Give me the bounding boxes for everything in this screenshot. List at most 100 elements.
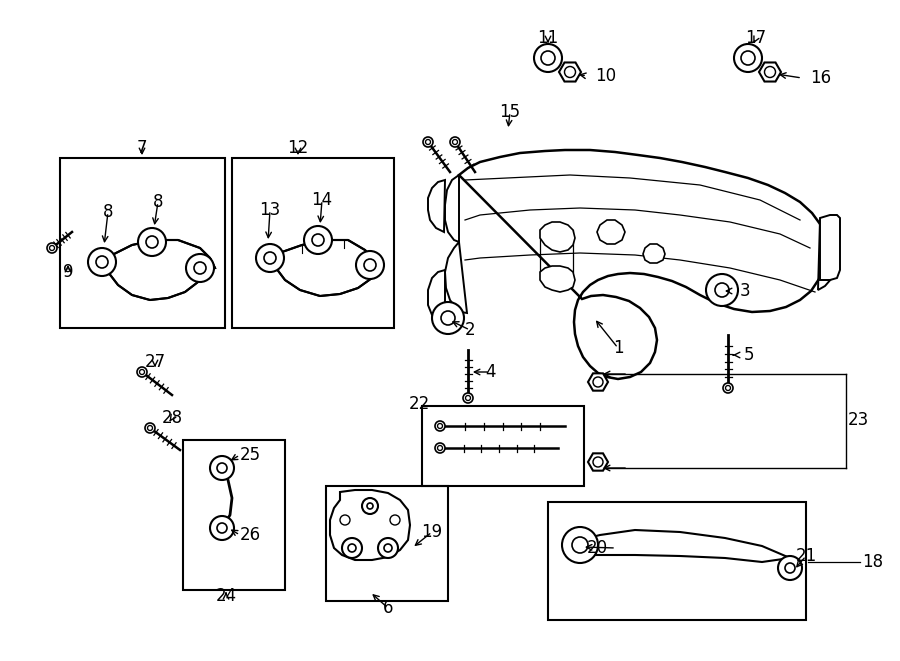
Circle shape [437, 446, 443, 451]
Polygon shape [428, 270, 445, 322]
Circle shape [435, 443, 445, 453]
Circle shape [706, 274, 738, 306]
Circle shape [593, 377, 603, 387]
Circle shape [367, 503, 373, 509]
Circle shape [572, 537, 588, 553]
Circle shape [541, 51, 555, 65]
Circle shape [138, 228, 166, 256]
Text: 8: 8 [103, 203, 113, 221]
Text: 9: 9 [63, 263, 73, 281]
Circle shape [723, 383, 733, 393]
Circle shape [148, 426, 152, 430]
Circle shape [725, 385, 731, 391]
Polygon shape [820, 215, 840, 280]
Polygon shape [445, 242, 467, 313]
Circle shape [362, 498, 378, 514]
Text: 7: 7 [137, 139, 148, 157]
Text: 23: 23 [848, 411, 869, 429]
Circle shape [432, 302, 464, 334]
Bar [422, 406, 584, 486]
Polygon shape [428, 180, 445, 232]
Bar [326, 486, 448, 601]
Circle shape [450, 137, 460, 147]
Text: 10: 10 [595, 67, 616, 85]
Circle shape [778, 556, 802, 580]
Circle shape [217, 523, 227, 533]
Text: 13: 13 [259, 201, 281, 219]
Text: 15: 15 [500, 103, 520, 121]
Text: 3: 3 [740, 282, 751, 300]
Polygon shape [459, 150, 826, 379]
Polygon shape [759, 63, 781, 81]
Text: 14: 14 [311, 191, 333, 209]
Circle shape [785, 563, 795, 573]
Text: 4: 4 [485, 363, 495, 381]
Circle shape [741, 51, 755, 65]
Circle shape [562, 527, 598, 563]
Circle shape [715, 283, 729, 297]
Polygon shape [643, 244, 665, 263]
Circle shape [47, 243, 57, 253]
Circle shape [453, 139, 457, 145]
Circle shape [435, 421, 445, 431]
Text: 24: 24 [215, 587, 237, 605]
Circle shape [593, 457, 603, 467]
Circle shape [210, 456, 234, 480]
Bar [548, 502, 806, 620]
Circle shape [463, 393, 473, 403]
Circle shape [348, 544, 356, 552]
Circle shape [194, 262, 206, 274]
Circle shape [437, 424, 443, 428]
Polygon shape [597, 220, 625, 244]
Bar [183, 440, 285, 590]
Polygon shape [580, 530, 790, 562]
Circle shape [186, 254, 214, 282]
Text: 1: 1 [613, 339, 624, 357]
Text: 28: 28 [161, 409, 183, 427]
Circle shape [96, 256, 108, 268]
Bar [60, 158, 225, 328]
Circle shape [564, 67, 575, 77]
Text: 5: 5 [744, 346, 754, 364]
Circle shape [378, 538, 398, 558]
Circle shape [734, 44, 762, 72]
Text: 8: 8 [153, 193, 163, 211]
Circle shape [88, 248, 116, 276]
Circle shape [364, 259, 376, 271]
Polygon shape [559, 63, 581, 81]
Circle shape [256, 244, 284, 272]
Text: 11: 11 [537, 29, 559, 47]
Text: 27: 27 [144, 353, 166, 371]
Circle shape [340, 515, 350, 525]
Circle shape [140, 369, 145, 375]
Text: 22: 22 [409, 395, 430, 413]
Polygon shape [540, 222, 575, 252]
Circle shape [534, 44, 562, 72]
Circle shape [356, 251, 384, 279]
Circle shape [441, 311, 455, 325]
Polygon shape [102, 240, 215, 300]
Text: 6: 6 [382, 599, 393, 617]
Circle shape [217, 463, 227, 473]
Text: 21: 21 [796, 547, 816, 565]
Text: 26: 26 [240, 526, 261, 544]
Circle shape [210, 516, 234, 540]
Text: 16: 16 [810, 69, 831, 87]
Circle shape [145, 423, 155, 433]
Text: 25: 25 [240, 446, 261, 464]
Circle shape [304, 226, 332, 254]
Text: 17: 17 [745, 29, 767, 47]
Circle shape [390, 515, 400, 525]
Polygon shape [330, 490, 410, 560]
Circle shape [465, 395, 471, 401]
Polygon shape [818, 220, 836, 290]
Circle shape [312, 234, 324, 246]
Circle shape [264, 252, 276, 264]
Text: 12: 12 [287, 139, 309, 157]
Text: 18: 18 [862, 553, 883, 571]
Polygon shape [270, 240, 378, 296]
Circle shape [342, 538, 362, 558]
Polygon shape [588, 453, 608, 471]
Circle shape [146, 236, 158, 248]
Bar [232, 158, 394, 328]
